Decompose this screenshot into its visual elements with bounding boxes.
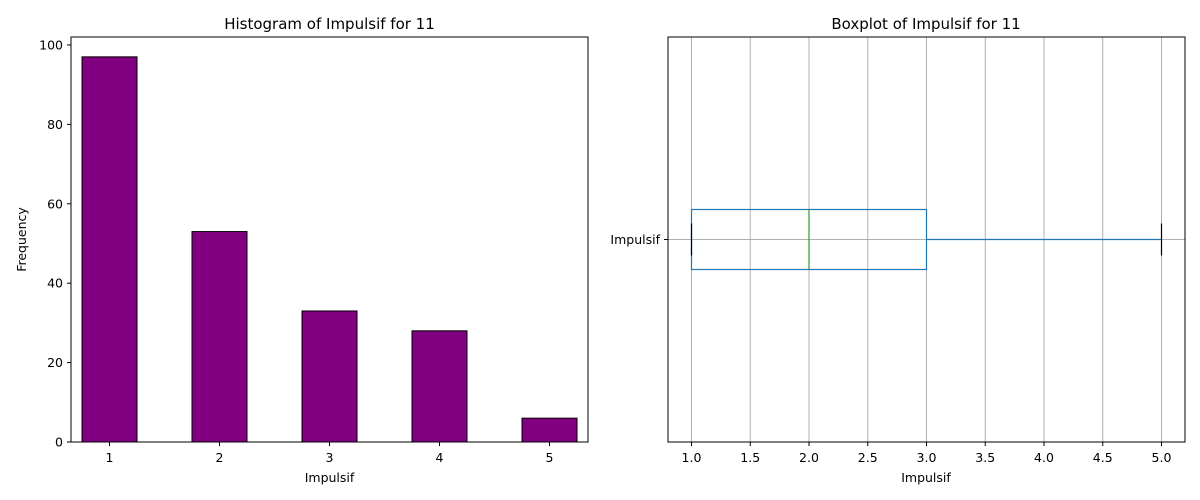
boxplot-x-ticks: 1.0 1.5 2.0 2.5 3.0 3.5 4.0 4.5 5.0: [682, 442, 1172, 465]
histogram-bar: [301, 310, 358, 443]
boxplot-title: Boxplot of Impulsif for 11: [831, 15, 1020, 33]
boxplot-x-axis-label: Impulsif: [901, 470, 951, 485]
x-tick-label: 3.5: [975, 450, 995, 465]
x-tick-label: 2.5: [858, 450, 878, 465]
histogram-x-axis-label: Impulsif: [305, 470, 355, 485]
histogram-y-axis-label: Frequency: [14, 207, 29, 272]
y-tick-label: Impulsif: [610, 232, 660, 247]
y-tick-label: 60: [47, 196, 63, 211]
x-tick-label: 3.0: [917, 450, 937, 465]
x-tick-label: 5: [546, 450, 554, 465]
x-tick-label: 2.0: [799, 450, 819, 465]
x-tick-label: 4.0: [1034, 450, 1054, 465]
histogram-bar: [411, 330, 468, 443]
boxplot-y-ticks: Impulsif: [610, 232, 668, 247]
histogram-bars: [81, 56, 578, 443]
histogram-bar: [521, 417, 578, 443]
histogram-title: Histogram of Impulsif for 11: [224, 15, 435, 33]
x-tick-label: 1.0: [682, 450, 702, 465]
x-tick-label: 4.5: [1093, 450, 1113, 465]
histogram-x-ticks: 1 2 3 4 5: [106, 442, 554, 465]
boxplot-marks: [690, 208, 1163, 271]
y-tick-label: 80: [47, 117, 63, 132]
y-tick-label: 40: [47, 276, 63, 291]
x-tick-label: 1.5: [740, 450, 760, 465]
x-tick-label: 5.0: [1152, 450, 1172, 465]
histogram-bar: [191, 231, 248, 443]
y-tick-label: 0: [55, 435, 63, 450]
y-tick-label: 20: [47, 355, 63, 370]
histogram-bar: [81, 56, 138, 443]
x-tick-label: 4: [436, 450, 444, 465]
boxplot-panel: Boxplot of Impulsif for 11 1.0 1.5 2.0 2.5 3…: [610, 15, 1186, 485]
histogram-panel: Histogram of Impulsif for 11 1 2 3 4 5 0 20 40…: [14, 15, 589, 485]
x-tick-label: 1: [106, 450, 114, 465]
x-tick-label: 2: [216, 450, 224, 465]
histogram-y-ticks: 0 20 40 60 80 100: [39, 37, 71, 450]
y-tick-label: 100: [39, 37, 63, 52]
x-tick-label: 3: [326, 450, 334, 465]
